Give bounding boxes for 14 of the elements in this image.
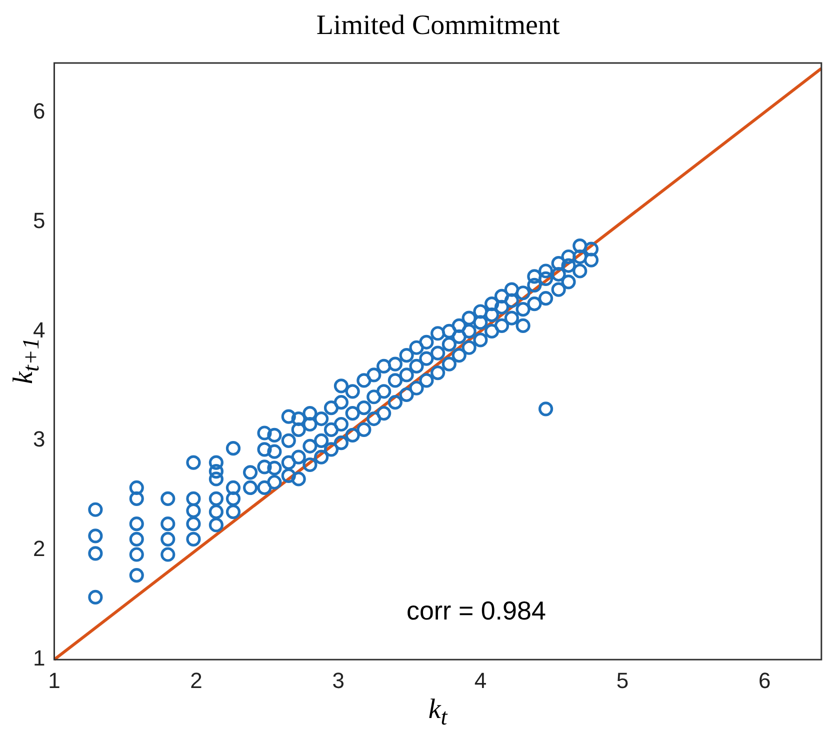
x-tick-label: 4 [474,668,487,693]
x-tick-label: 6 [758,668,771,693]
x-tick-label: 5 [616,668,629,693]
y-tick-label: 4 [32,317,46,342]
x-tick-label: 2 [190,668,202,693]
y-tick-label: 3 [32,426,46,452]
x-tick-label: 3 [332,668,344,693]
annotation: corr = 0.984 [406,596,546,626]
y-tick-label: 5 [32,208,46,233]
y-tick-label: 6 [32,98,46,124]
chart-title: Limited Commitment [316,10,560,42]
x-axis-title: k$_{t}$ [428,694,448,732]
y-tick-label: 1 [32,646,46,671]
y-tick-label: 2 [32,536,46,562]
